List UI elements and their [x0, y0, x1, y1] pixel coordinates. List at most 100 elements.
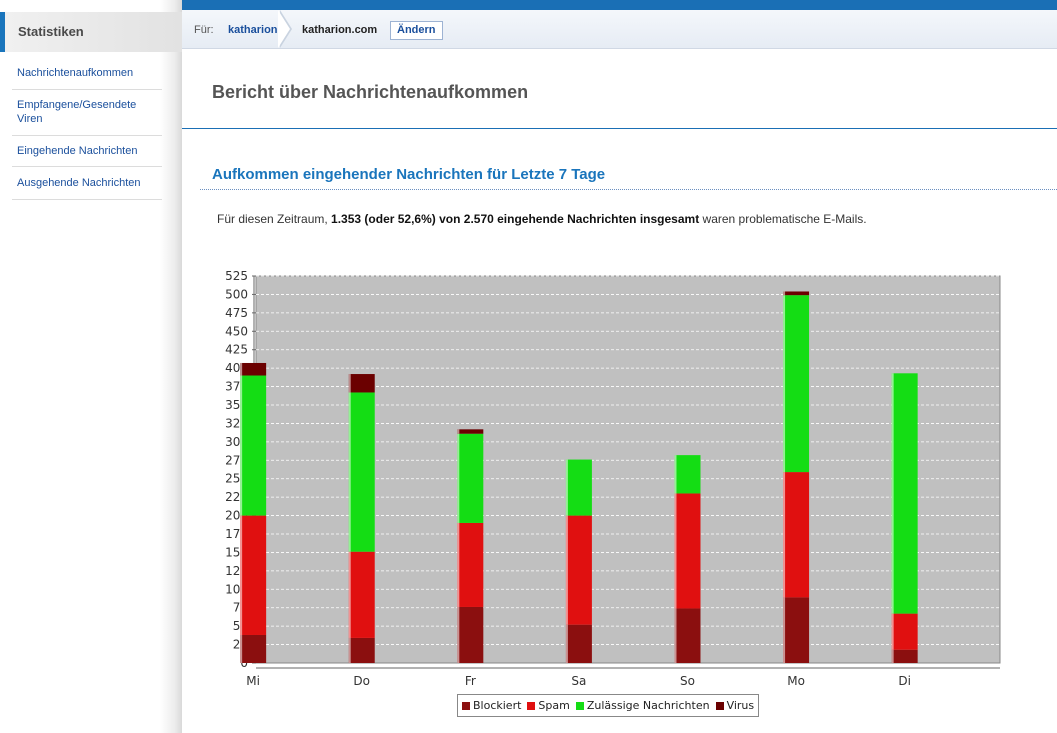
breadcrumb: Für: katharion katharion.com Ändern	[182, 10, 1057, 49]
sidebar: Statistiken Nachrichtenaufkommen Empfang…	[0, 0, 182, 733]
bar-highlight	[457, 433, 460, 523]
bar-highlight	[674, 608, 677, 663]
summary-text: Für diesen Zeitraum, 1.353 (oder 52,6%) …	[217, 212, 867, 226]
breadcrumb-domain: katharion.com	[302, 24, 378, 36]
y-tick-label: 425	[225, 343, 248, 357]
bar-highlight	[674, 455, 677, 494]
legend-label: Spam	[538, 699, 570, 712]
legend-label: Blockiert	[473, 699, 522, 712]
bar-highlight	[783, 597, 786, 663]
bar-highlight	[240, 634, 243, 663]
bar-segment	[783, 295, 810, 473]
x-tick-label: Mo	[787, 674, 805, 688]
bar-highlight	[565, 515, 568, 625]
bar-highlight	[348, 374, 351, 393]
bar-highlight	[783, 291, 786, 296]
bar-highlight	[348, 392, 351, 552]
sidebar-item-viren[interactable]: Empfangene/Gesendete Viren	[12, 98, 162, 136]
change-button[interactable]: Ändern	[390, 21, 443, 40]
sidebar-item-nachrichtenaufkommen[interactable]: Nachrichtenaufkommen	[12, 66, 162, 90]
chart-legend: Blockiert Spam Zulässige Nachrichten Virus	[457, 694, 760, 717]
sidebar-item-label: Empfangene/Gesendete Viren	[17, 99, 137, 125]
summary-highlight: 1.353 (oder 52,6%) von 2.570 eingehende …	[331, 212, 700, 226]
bar-segment	[457, 429, 484, 434]
bar-highlight	[891, 373, 894, 614]
bar-highlight	[240, 515, 243, 635]
x-tick-label: Mi	[246, 674, 260, 688]
title-divider	[182, 128, 1057, 129]
bar-segment	[348, 637, 375, 663]
bar-segment	[674, 493, 701, 609]
bar-highlight	[674, 493, 677, 609]
bar-segment	[783, 597, 810, 663]
section-title: Aufkommen eingehender Nachrichten für Le…	[212, 166, 606, 183]
bar-segment	[348, 374, 375, 393]
bar-segment	[240, 375, 267, 516]
bar-highlight	[565, 624, 568, 663]
bar-segment	[457, 606, 484, 663]
bar-segment	[240, 515, 267, 635]
breadcrumb-separator-arrow	[278, 10, 290, 48]
legend-swatch	[527, 701, 536, 710]
sidebar-item-label: Nachrichtenaufkommen	[17, 67, 134, 79]
x-tick-label: Sa	[571, 674, 586, 688]
y-tick-label: 475	[225, 306, 248, 320]
bar-segment	[457, 433, 484, 523]
sidebar-item-eingehende[interactable]: Eingehende Nachrichten	[12, 144, 162, 167]
stacked-bar-chart: 0255075100125150175200225250275300325350…	[225, 269, 1001, 688]
sidebar-header: Statistiken	[0, 12, 182, 52]
bar-highlight	[348, 551, 351, 638]
y-tick-label: 525	[225, 269, 248, 283]
plot-area	[255, 275, 1001, 664]
legend-entry: Blockiert	[462, 699, 521, 712]
bar-highlight	[783, 295, 786, 473]
legend-swatch	[575, 701, 584, 710]
sidebar-item-label: Ausgehende Nachrichten	[17, 177, 141, 189]
y-tick-label: 450	[225, 324, 248, 338]
bar-segment	[348, 392, 375, 552]
x-tick-label: Do	[353, 674, 370, 688]
bar-highlight	[891, 649, 894, 663]
bar-segment	[240, 362, 267, 376]
breadcrumb-tenant-link[interactable]: katharion	[228, 24, 278, 36]
bar-highlight	[240, 375, 243, 516]
bar-highlight	[891, 613, 894, 650]
bar-segment	[674, 608, 701, 663]
bar-segment	[565, 624, 592, 663]
bar-segment	[783, 472, 810, 598]
bar-highlight	[240, 362, 243, 376]
bar-highlight	[457, 429, 460, 434]
bar-segment	[783, 291, 810, 296]
bar-highlight	[457, 522, 460, 607]
bar-segment	[565, 459, 592, 516]
bar-highlight	[783, 472, 786, 598]
summary-suffix: waren problematische E-Mails.	[699, 212, 867, 226]
sidebar-item-ausgehende[interactable]: Ausgehende Nachrichten	[12, 176, 162, 200]
sidebar-title: Statistiken	[18, 24, 84, 39]
bar-highlight	[565, 459, 568, 516]
y-tick-label: 500	[225, 287, 248, 301]
bar-segment	[565, 515, 592, 625]
bar-segment	[457, 522, 484, 607]
x-tick-label: So	[680, 674, 695, 688]
bar-segment	[891, 373, 918, 614]
page-title: Bericht über Nachrichtenaufkommen	[212, 82, 529, 102]
x-tick-label: Fr	[465, 674, 476, 688]
bar-segment	[240, 634, 267, 663]
summary-prefix: Für diesen Zeitraum,	[217, 212, 332, 226]
breadcrumb-for-label: Für:	[194, 24, 214, 36]
sidebar-item-label: Eingehende Nachrichten	[17, 145, 138, 157]
legend-swatch	[462, 701, 470, 710]
legend-label: Virus	[726, 699, 755, 712]
section-divider	[200, 189, 1057, 190]
legend-entry: Zulässige Nachrichten	[575, 699, 710, 712]
bar-segment	[891, 613, 918, 650]
bar-segment	[891, 649, 918, 663]
legend-label: Zulässige Nachrichten	[586, 699, 710, 712]
legend-swatch	[715, 701, 724, 710]
x-tick-label: Di	[898, 674, 911, 688]
bar-highlight	[457, 606, 460, 663]
top-accent-bar	[182, 0, 1057, 10]
legend-entry: Virus	[715, 699, 755, 712]
bar-segment	[348, 551, 375, 638]
